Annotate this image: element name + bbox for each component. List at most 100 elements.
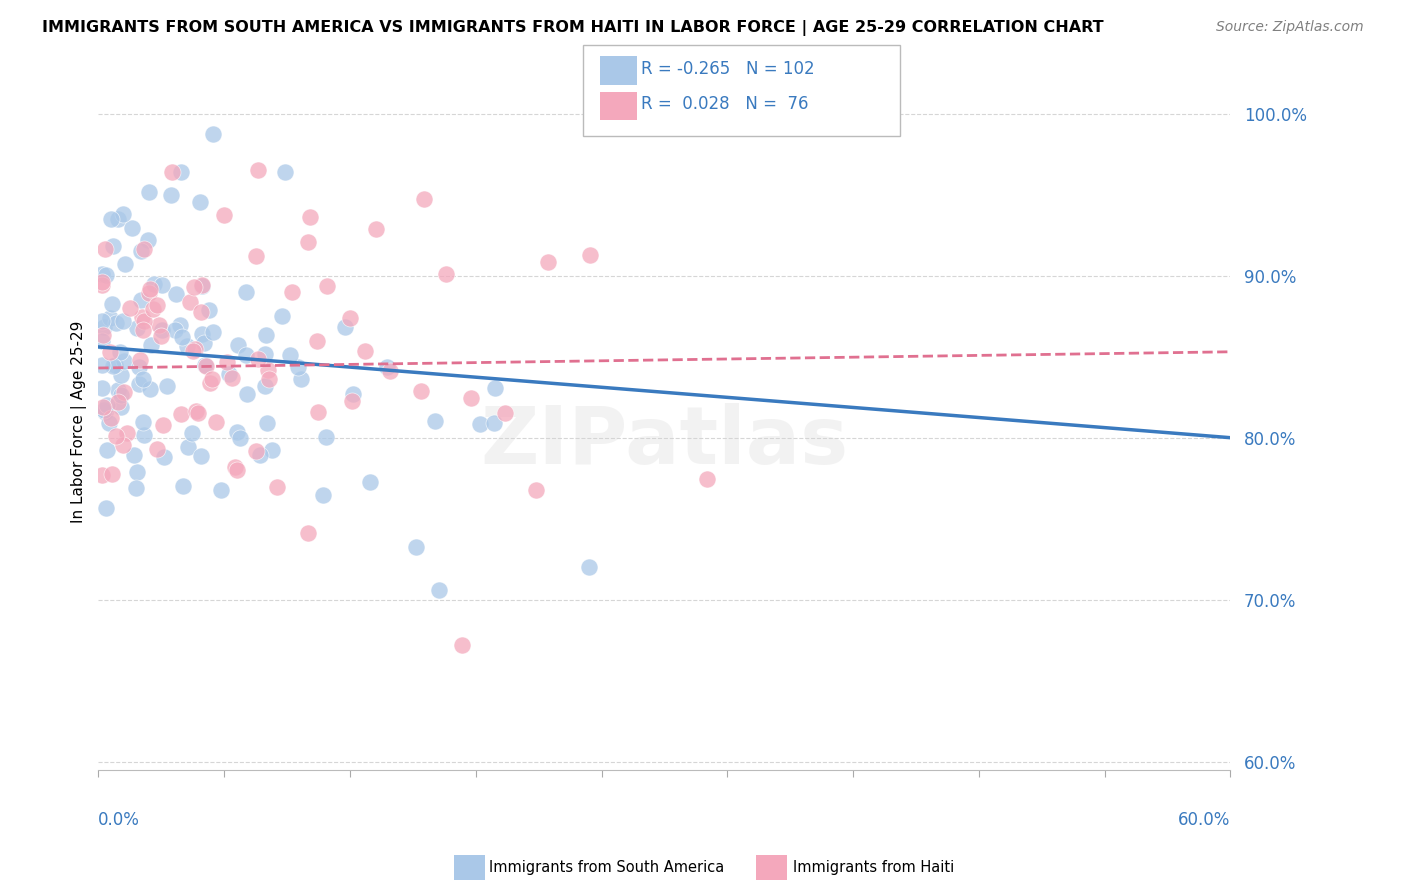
Point (191, 279, 214, 293)
Point (100, 411, 122, 425)
Point (128, 377, 150, 392)
Point (115, 425, 138, 440)
Point (201, 127, 224, 141)
Point (110, 368, 132, 382)
Point (104, 358, 127, 372)
Point (198, 376, 221, 390)
Point (198, 303, 221, 318)
Point (120, 301, 142, 315)
Point (262, 443, 284, 458)
Point (98, 345, 121, 359)
Point (91, 267, 114, 281)
Point (224, 460, 246, 475)
Point (579, 248, 602, 262)
Point (91, 358, 114, 372)
Point (132, 323, 155, 337)
Text: R =  0.028   N =  76: R = 0.028 N = 76 (641, 95, 808, 113)
Point (249, 448, 271, 462)
Point (179, 294, 201, 309)
Point (172, 329, 194, 343)
Point (134, 242, 156, 256)
Point (423, 414, 446, 428)
Point (427, 583, 450, 598)
Point (156, 379, 179, 393)
Point (312, 488, 335, 502)
Point (159, 187, 181, 202)
Point (107, 394, 129, 409)
Point (101, 467, 124, 481)
Point (364, 222, 387, 236)
Point (270, 309, 292, 323)
Point (112, 206, 135, 220)
Point (112, 314, 135, 328)
Y-axis label: In Labor Force | Age 25-29: In Labor Force | Age 25-29 (72, 320, 87, 523)
Point (181, 343, 204, 358)
Text: ZIPatlas: ZIPatlas (481, 403, 849, 482)
Text: Source: ZipAtlas.com: Source: ZipAtlas.com (1216, 20, 1364, 34)
Point (141, 338, 163, 352)
Point (129, 293, 152, 308)
Point (375, 359, 398, 374)
Point (132, 428, 155, 442)
Point (138, 285, 160, 300)
Point (290, 372, 312, 386)
Point (98, 310, 121, 325)
Point (184, 403, 207, 417)
Point (247, 162, 270, 177)
Point (96, 398, 118, 412)
Point (108, 345, 131, 359)
Point (236, 387, 259, 401)
Point (170, 407, 193, 421)
Point (176, 338, 198, 352)
Point (91, 276, 114, 290)
Point (235, 348, 257, 362)
Point (315, 429, 337, 443)
Point (411, 384, 433, 398)
Point (266, 480, 288, 494)
Point (93, 328, 115, 343)
Point (307, 334, 329, 348)
Point (484, 381, 506, 395)
Point (450, 638, 472, 652)
Point (190, 449, 212, 463)
Point (93, 402, 115, 417)
Point (226, 425, 249, 439)
Point (94, 242, 117, 256)
Text: R = -0.265   N = 102: R = -0.265 N = 102 (641, 60, 814, 78)
Point (125, 481, 148, 495)
Point (122, 448, 145, 462)
Point (101, 359, 124, 373)
Point (412, 192, 434, 206)
Point (114, 257, 136, 271)
Point (256, 362, 278, 376)
Point (138, 186, 160, 200)
Point (136, 233, 159, 247)
Point (100, 212, 122, 227)
Point (354, 344, 377, 359)
Point (101, 296, 124, 310)
Point (696, 471, 718, 485)
Point (172, 479, 194, 493)
Point (256, 416, 278, 430)
Point (110, 400, 132, 414)
Point (297, 525, 319, 540)
Point (165, 322, 187, 336)
Point (190, 305, 212, 319)
Point (91, 278, 114, 293)
Point (245, 444, 267, 458)
Point (578, 560, 600, 574)
Point (524, 483, 547, 497)
Point (132, 372, 155, 386)
Point (536, 255, 558, 269)
Point (91, 313, 114, 327)
Point (405, 541, 427, 555)
Point (149, 329, 172, 343)
Point (97, 416, 120, 430)
Point (494, 406, 516, 420)
Point (107, 211, 129, 226)
Point (254, 327, 277, 342)
Point (153, 450, 176, 464)
Point (148, 318, 170, 333)
Point (214, 208, 236, 222)
Point (188, 195, 211, 210)
